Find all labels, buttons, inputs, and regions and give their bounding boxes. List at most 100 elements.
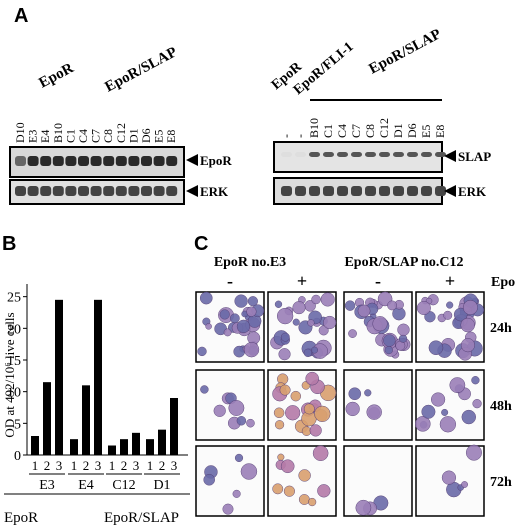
cell [357,304,371,318]
bar [55,299,63,455]
band [323,186,334,196]
lane-label: E8 [433,125,447,138]
cell [320,292,335,307]
band [115,186,127,196]
band [421,152,432,157]
x-tick-label: 2 [121,458,128,473]
band [435,186,446,196]
cell [272,483,284,495]
lane-label: B10 [307,118,321,138]
cell [460,338,475,353]
band [379,186,390,196]
lane-label: E5 [419,125,433,138]
cell [355,499,372,516]
cell [234,294,248,308]
cell [462,299,478,315]
band [90,186,102,196]
cell [228,400,245,416]
band [351,152,362,157]
cell [323,315,337,330]
band [337,152,348,157]
band [40,186,52,196]
band [90,156,102,166]
lane-label: E5 [152,130,166,143]
bar [158,429,166,455]
cell [219,309,230,320]
cell [472,399,482,409]
band [141,186,152,196]
cell [298,494,310,505]
cell [274,300,283,308]
cell [292,318,300,326]
cell [348,387,362,401]
lane-label: D6 [139,128,153,143]
band [153,186,165,196]
band [115,156,127,166]
group-label: EpoR [36,60,76,91]
cell [317,484,331,498]
panel-letter: B [2,233,16,255]
cell [344,300,356,311]
band [52,186,64,196]
band [393,152,404,157]
band [78,156,89,166]
lane-label: E8 [164,130,178,143]
lane-label: C4 [76,129,90,143]
cell [213,404,226,417]
x-tick-label: 3 [56,458,63,473]
cell [372,316,388,332]
cell [439,416,457,433]
cell [465,444,482,461]
subgroup-label: D1 [153,478,170,493]
cell [205,323,212,330]
cell [428,340,444,356]
cell [246,418,255,428]
arrow [186,154,198,166]
band [309,186,320,196]
cell [309,424,322,437]
x-tick-label: 1 [147,458,154,473]
cell [449,377,466,393]
y-axis-label: OD at 492/10⁶ live cells [2,312,17,437]
row-label: 72h [490,475,512,490]
band [295,186,306,196]
cell [307,497,317,507]
cell [232,489,241,498]
group-label: EpoR/SLAP [102,44,179,95]
x-tick-label: 2 [159,458,166,473]
cell [414,416,431,432]
band [309,152,320,157]
panel-letter: C [194,233,208,255]
cell [292,301,306,315]
cell [274,420,285,430]
column-label: EpoR no.E3 [214,255,286,270]
band [337,186,348,196]
band [103,186,115,196]
band [65,186,77,196]
subgroup-label: E4 [78,478,94,493]
band [351,186,362,196]
x-tick-label: 3 [133,458,140,473]
sign-label: - [227,271,233,291]
cell [303,403,315,415]
cell [236,319,251,334]
cell [246,306,257,317]
group-label: EpoR/SLAP [366,26,443,77]
bar [146,439,154,455]
band [15,186,26,196]
cell [203,473,215,486]
band [15,156,26,166]
cell [307,319,315,327]
bar [43,382,51,455]
x-tick-label: 1 [109,458,116,473]
lane-label: C7 [349,124,363,138]
band [103,156,115,166]
bar [108,445,116,455]
band [295,152,306,157]
cell [236,416,247,426]
cell [312,445,329,462]
cell [314,405,331,422]
lane-label: E3 [26,130,40,143]
bar [132,432,140,455]
cell [441,408,449,416]
